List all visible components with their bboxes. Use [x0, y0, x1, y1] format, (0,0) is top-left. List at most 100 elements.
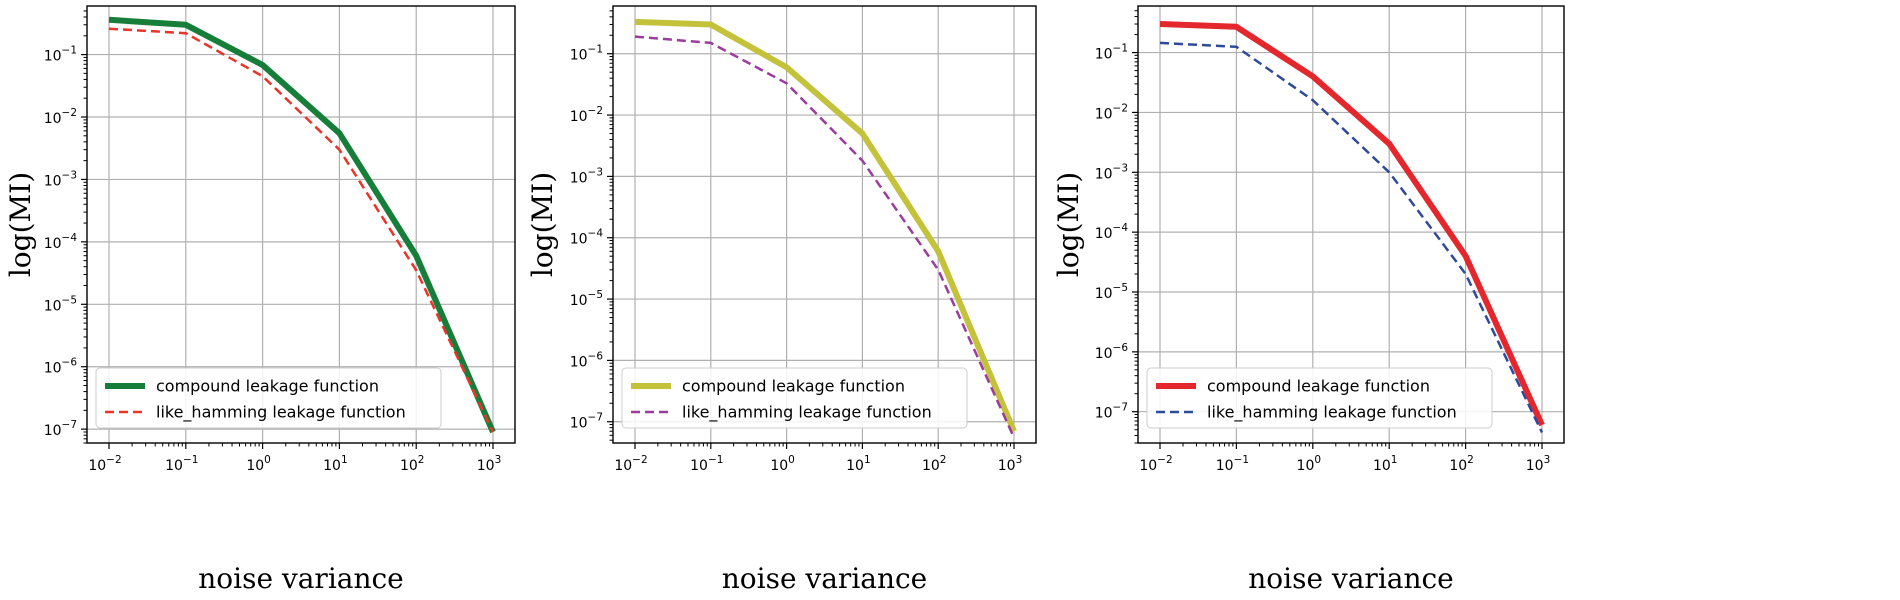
x-tick-label-exponent: −1 — [183, 454, 198, 466]
x-tick-label: 100 — [1297, 454, 1322, 474]
y-tick-label: 10−5 — [1095, 282, 1128, 302]
y-tick-label-base: 10 — [570, 232, 588, 248]
x-tick-label-base: 10 — [323, 458, 341, 474]
y-tick-label-exponent: −1 — [62, 45, 77, 57]
x-tick-label-base: 10 — [1526, 458, 1544, 474]
x-axis-title: noise variance — [198, 562, 404, 595]
legend-box — [621, 367, 968, 429]
x-tick-label: 102 — [400, 454, 425, 474]
y-tick-label: 10−6 — [1095, 342, 1129, 362]
y-tick-label-base: 10 — [44, 361, 62, 377]
y-tick-label: 10−6 — [44, 357, 78, 377]
y-tick-label: 10−1 — [1095, 43, 1128, 63]
y-tick-label: 10−3 — [570, 166, 603, 186]
y-tick-label-exponent: −6 — [62, 357, 78, 369]
x-tick-label: 10−1 — [690, 454, 723, 474]
x-tick-label-base: 10 — [246, 458, 264, 474]
x-tick-label: 103 — [477, 454, 502, 474]
y-tick-label: 10−5 — [570, 289, 603, 309]
y-tick-label: 10−2 — [1095, 102, 1128, 122]
x-tick-label-base: 10 — [88, 458, 106, 474]
y-tick-label-exponent: −5 — [62, 294, 77, 306]
y-tick-label-exponent: −2 — [588, 105, 603, 117]
y-axis-title: log(MI) — [1052, 172, 1085, 277]
legend-box — [1146, 367, 1493, 429]
y-axis-title: log(MI) — [4, 172, 37, 277]
y-tick-label: 10−4 — [1095, 222, 1129, 242]
x-tick-label-exponent: 2 — [418, 454, 425, 466]
y-tick-label: 10−5 — [44, 294, 77, 314]
y-tick-label-base: 10 — [44, 111, 62, 127]
x-tick-label-exponent: 1 — [864, 454, 871, 466]
y-tick-label-exponent: −1 — [1113, 43, 1128, 55]
x-tick-label-base: 10 — [690, 458, 708, 474]
x-tick-label: 101 — [323, 454, 348, 474]
x-tick-label: 103 — [1526, 454, 1551, 474]
y-tick-label-base: 10 — [44, 298, 62, 314]
plot-frame — [1137, 5, 1565, 444]
series-line-1 — [634, 18, 1017, 433]
y-tick-label: 10−7 — [44, 419, 77, 439]
x-tick-label: 100 — [246, 454, 271, 474]
y-tick-label: 10−3 — [1095, 162, 1128, 182]
x-tick-label-base: 10 — [1297, 458, 1315, 474]
x-tick-label-base: 10 — [1373, 458, 1391, 474]
legend-label-1: compound leakage function — [682, 377, 905, 396]
x-tick-label-exponent: 2 — [940, 454, 947, 466]
x-tick-label-exponent: 1 — [341, 454, 348, 466]
x-tick-label: 101 — [846, 454, 871, 474]
x-tick-label-exponent: −1 — [1234, 454, 1249, 466]
y-tick-label: 10−2 — [44, 107, 77, 127]
x-tick-label: 100 — [770, 454, 795, 474]
y-tick-label: 10−2 — [570, 105, 603, 125]
y-tick-label: 10−4 — [44, 232, 78, 252]
y-tick-label-base: 10 — [570, 109, 588, 125]
y-tick-label-base: 10 — [44, 49, 62, 65]
chart-panel-1: 10−2 10−1 100 101 102 10310−710−610−510−410−3… — [4, 5, 516, 595]
x-tick-label-base: 10 — [922, 458, 940, 474]
legend-label-2: like_hamming leakage function — [156, 403, 406, 423]
series-line-2 — [108, 27, 495, 433]
x-tick-label-exponent: 3 — [1016, 454, 1023, 466]
y-tick-label-exponent: −2 — [62, 107, 77, 119]
x-tick-label: 102 — [922, 454, 947, 474]
x-tick-label: 10−2 — [1139, 454, 1172, 474]
y-tick-label-exponent: −7 — [588, 412, 603, 424]
y-tick-label-base: 10 — [570, 416, 588, 432]
x-tick-label-exponent: 0 — [788, 454, 795, 466]
y-tick-label: 10−6 — [570, 350, 604, 370]
y-tick-label-exponent: −3 — [1113, 162, 1128, 174]
chart-panel-2: 10−2 10−1 100 101 102 10310−710−610−510−410−3… — [526, 5, 1037, 595]
series-line-1 — [108, 16, 496, 434]
x-axis-title: noise variance — [1248, 562, 1454, 595]
plot-frame — [86, 5, 516, 444]
y-tick-label: 10−7 — [1095, 402, 1128, 422]
x-tick-label-base: 10 — [400, 458, 418, 474]
series-line-1 — [1159, 21, 1545, 427]
y-tick-label-exponent: −6 — [588, 350, 604, 362]
legend-label-2: like_hamming leakage function — [682, 403, 932, 423]
x-tick-label-exponent: 2 — [1467, 454, 1474, 466]
x-tick-label-base: 10 — [846, 458, 864, 474]
x-tick-label-base: 10 — [1449, 458, 1467, 474]
y-tick-label-exponent: −6 — [1113, 342, 1129, 354]
legend-label-1: compound leakage function — [156, 377, 379, 396]
y-tick-label-exponent: −2 — [1113, 102, 1128, 114]
series-line-2 — [1159, 41, 1544, 434]
legend-box — [95, 367, 442, 429]
y-tick-label-base: 10 — [1095, 47, 1113, 63]
y-tick-label-base: 10 — [1095, 286, 1113, 302]
x-tick-label-base: 10 — [1139, 458, 1157, 474]
y-tick-label: 10−7 — [570, 412, 603, 432]
y-tick-label-base: 10 — [1095, 106, 1113, 122]
x-tick-label-exponent: −2 — [106, 454, 121, 466]
x-tick-label: 10−2 — [88, 454, 121, 474]
x-tick-label-exponent: 1 — [1391, 454, 1398, 466]
y-axis-title: log(MI) — [526, 172, 559, 277]
y-tick-label: 10−4 — [570, 228, 604, 248]
x-tick-label: 10−2 — [614, 454, 647, 474]
y-tick-label-base: 10 — [570, 293, 588, 309]
y-tick-label-exponent: −5 — [588, 289, 603, 301]
y-tick-label-base: 10 — [44, 423, 62, 439]
